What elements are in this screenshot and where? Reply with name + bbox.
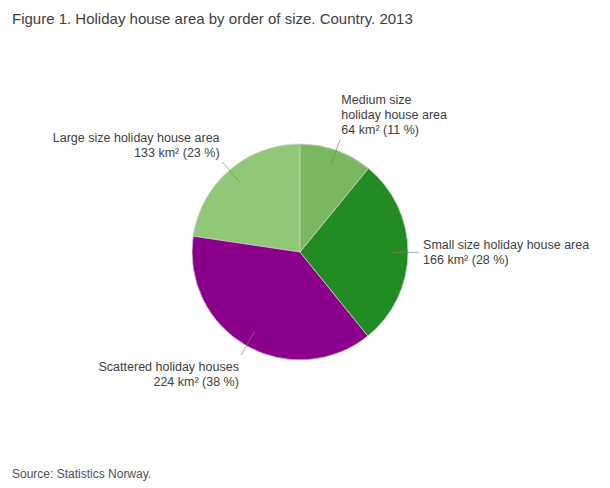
leader-line xyxy=(222,162,240,182)
source: Source: Statistics Norway. xyxy=(12,467,151,481)
slice xyxy=(193,144,300,252)
chart-svg: Figure 1. Holiday house area by order of… xyxy=(0,0,610,488)
leader-line xyxy=(392,252,419,253)
leader-line xyxy=(241,332,254,355)
chart-container: Figure 1. Holiday house area by order of… xyxy=(0,0,610,488)
slice-label: Large size holiday house area133 km² (23… xyxy=(53,131,220,160)
slice-label: Scattered holiday houses224 km² (38 %) xyxy=(99,360,239,389)
slice-label: Small size holiday house area166 km² (28… xyxy=(423,238,589,267)
title: Figure 1. Holiday house area by order of… xyxy=(12,10,413,27)
slice xyxy=(300,144,368,252)
slices xyxy=(192,144,408,360)
leader-line xyxy=(331,140,340,165)
labels: Large size holiday house area133 km² (23… xyxy=(53,93,589,389)
slice-label: Medium sizeholiday house area64 km² (11 … xyxy=(341,93,447,137)
